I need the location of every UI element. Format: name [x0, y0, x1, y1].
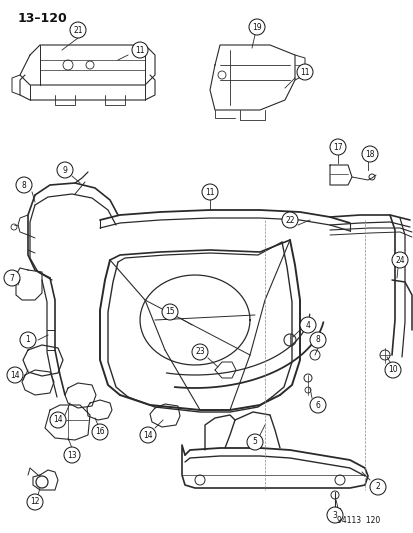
Text: 2: 2 [375, 482, 380, 491]
Circle shape [16, 177, 32, 193]
Text: 11: 11 [135, 45, 145, 54]
Text: 21: 21 [73, 26, 83, 35]
Text: 12: 12 [30, 497, 40, 506]
Circle shape [299, 317, 315, 333]
Circle shape [384, 362, 400, 378]
Text: 6: 6 [315, 400, 320, 409]
Circle shape [27, 494, 43, 510]
Circle shape [92, 424, 108, 440]
Text: 9: 9 [62, 166, 67, 174]
Circle shape [132, 42, 147, 58]
Text: 17: 17 [332, 142, 342, 151]
Circle shape [140, 427, 156, 443]
Circle shape [361, 146, 377, 162]
Circle shape [64, 447, 80, 463]
Text: 14: 14 [143, 431, 152, 440]
Circle shape [57, 162, 73, 178]
Text: 94113  120: 94113 120 [336, 516, 379, 525]
Text: 7: 7 [9, 273, 14, 282]
Circle shape [281, 212, 297, 228]
Circle shape [20, 332, 36, 348]
Text: 18: 18 [364, 149, 374, 158]
Circle shape [309, 397, 325, 413]
Text: 1: 1 [26, 335, 30, 344]
Text: 4: 4 [305, 320, 310, 329]
Circle shape [7, 367, 23, 383]
Circle shape [309, 332, 325, 348]
Text: 13: 13 [67, 450, 77, 459]
Text: 19: 19 [252, 22, 261, 31]
Circle shape [369, 479, 385, 495]
Circle shape [326, 507, 342, 523]
Text: 11: 11 [205, 188, 214, 197]
Circle shape [296, 64, 312, 80]
Text: 8: 8 [315, 335, 320, 344]
Circle shape [4, 270, 20, 286]
Circle shape [70, 22, 86, 38]
Text: 13–120: 13–120 [18, 12, 68, 25]
Circle shape [247, 434, 262, 450]
Text: 10: 10 [387, 366, 397, 375]
Circle shape [50, 412, 66, 428]
Text: 23: 23 [195, 348, 204, 357]
Circle shape [192, 344, 207, 360]
Text: 5: 5 [252, 438, 257, 447]
Circle shape [202, 184, 218, 200]
Text: 11: 11 [299, 68, 309, 77]
Text: 22: 22 [285, 215, 294, 224]
Text: 14: 14 [53, 416, 63, 424]
Text: 24: 24 [394, 255, 404, 264]
Circle shape [161, 304, 178, 320]
Text: 16: 16 [95, 427, 104, 437]
Circle shape [391, 252, 407, 268]
Circle shape [248, 19, 264, 35]
Text: 15: 15 [165, 308, 174, 317]
Circle shape [329, 139, 345, 155]
Text: 8: 8 [21, 181, 26, 190]
Text: 3: 3 [332, 511, 337, 520]
Text: 14: 14 [10, 370, 20, 379]
